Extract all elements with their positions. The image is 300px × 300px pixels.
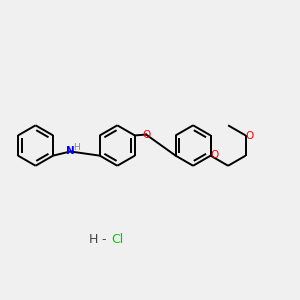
Text: -: - <box>102 233 106 246</box>
Text: H: H <box>74 143 80 152</box>
Text: N: N <box>66 146 75 156</box>
Text: H: H <box>89 233 98 246</box>
Text: O: O <box>211 150 219 160</box>
Text: O: O <box>142 130 151 140</box>
Text: O: O <box>246 131 254 141</box>
Text: Cl: Cl <box>111 233 124 246</box>
